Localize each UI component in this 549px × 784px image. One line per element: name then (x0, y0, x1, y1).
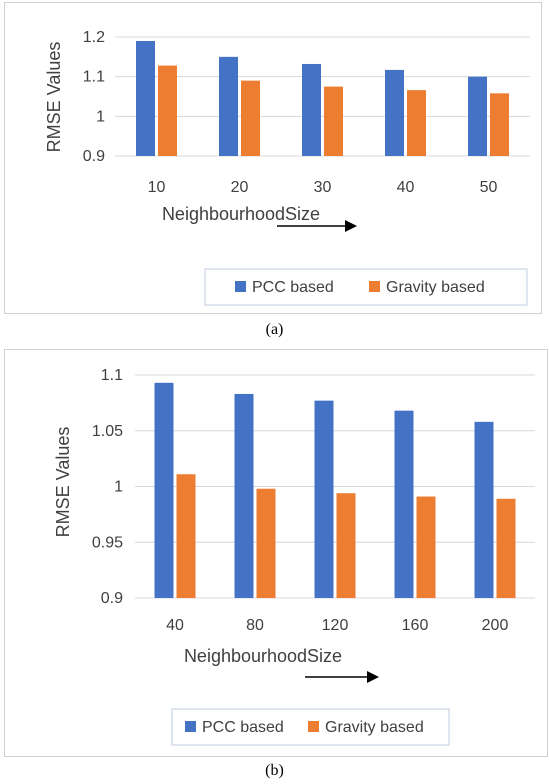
legend-swatch-gravity (369, 281, 380, 292)
y-tick-label: 1.1 (101, 367, 123, 384)
x-tick-label: 160 (402, 617, 429, 634)
gravity-bar (158, 65, 177, 156)
x-tick-label: 30 (314, 179, 332, 196)
y-axis-label: RMSE Values (53, 427, 73, 538)
caption-a: (a) (265, 321, 284, 338)
pcc-bar (234, 393, 254, 598)
gravity-bar (324, 86, 343, 156)
x-tick-label: 10 (148, 179, 166, 196)
y-tick-label: 1.2 (83, 29, 105, 46)
y-tick-label: 0.95 (92, 534, 123, 551)
y-tick-label: 1.1 (83, 69, 105, 86)
x-tick-label: 40 (397, 179, 415, 196)
gravity-bar (496, 498, 516, 598)
y-tick-label: 0.9 (101, 590, 123, 607)
direction-arrow-head (367, 671, 379, 683)
x-tick-label: 50 (480, 179, 498, 196)
gravity-bar (336, 493, 356, 598)
chart-panel-b: 0.9 0.95 1 1.05 1.1 40 80 120 160 200 RMSE Values N… (4, 349, 548, 757)
gravity-bar (176, 474, 196, 598)
x-axis-label: NeighbourhoodSize (162, 204, 320, 224)
pcc-bar (302, 63, 321, 157)
legend-swatch-pcc (185, 721, 196, 732)
legend-label-pcc: PCC based (252, 279, 334, 296)
direction-arrow-head (345, 220, 357, 232)
chart-panel-a: 0.9 1 1.1 1.2 10 20 30 40 50 RMSE Values Neighbour… (4, 2, 542, 314)
pcc-bar (385, 69, 404, 156)
y-tick-label: 1 (114, 479, 123, 496)
legend-box (204, 268, 528, 306)
pcc-bar (314, 400, 334, 598)
y-tick-label: 1.05 (92, 423, 123, 440)
legend-swatch-gravity (308, 721, 319, 732)
y-tick-label: 0.9 (83, 148, 105, 165)
pcc-bar (394, 410, 414, 598)
gravity-bar (416, 496, 436, 598)
gravity-bar (241, 80, 260, 156)
x-axis-label: NeighbourhoodSize (184, 646, 342, 666)
x-tick-label: 40 (166, 617, 184, 634)
pcc-bar (154, 382, 174, 598)
gravity-bar (407, 90, 426, 156)
pcc-bar (474, 421, 494, 598)
legend-label-gravity: Gravity based (386, 279, 485, 296)
x-tick-label: 200 (482, 617, 509, 634)
x-tick-label: 20 (231, 179, 249, 196)
legend-label-pcc: PCC based (202, 719, 284, 736)
y-tick-label: 1 (96, 108, 105, 125)
legend-label-gravity: Gravity based (325, 719, 424, 736)
pcc-bar (136, 40, 155, 156)
pcc-bar (219, 56, 238, 157)
caption-b: (b) (265, 762, 284, 779)
chart-b-svg: 0.9 0.95 1 1.05 1.1 40 80 120 160 200 RMSE Values N… (53, 367, 535, 746)
gravity-bar (256, 488, 276, 598)
legend-swatch-pcc (235, 281, 246, 292)
x-tick-label: 80 (246, 617, 264, 634)
y-axis-label: RMSE Values (44, 42, 64, 153)
pcc-bar (468, 76, 487, 156)
gravity-bar (490, 93, 509, 156)
x-tick-label: 120 (322, 617, 349, 634)
chart-a-svg: 0.9 1 1.1 1.2 10 20 30 40 50 RMSE Values Neighbour… (44, 29, 530, 306)
